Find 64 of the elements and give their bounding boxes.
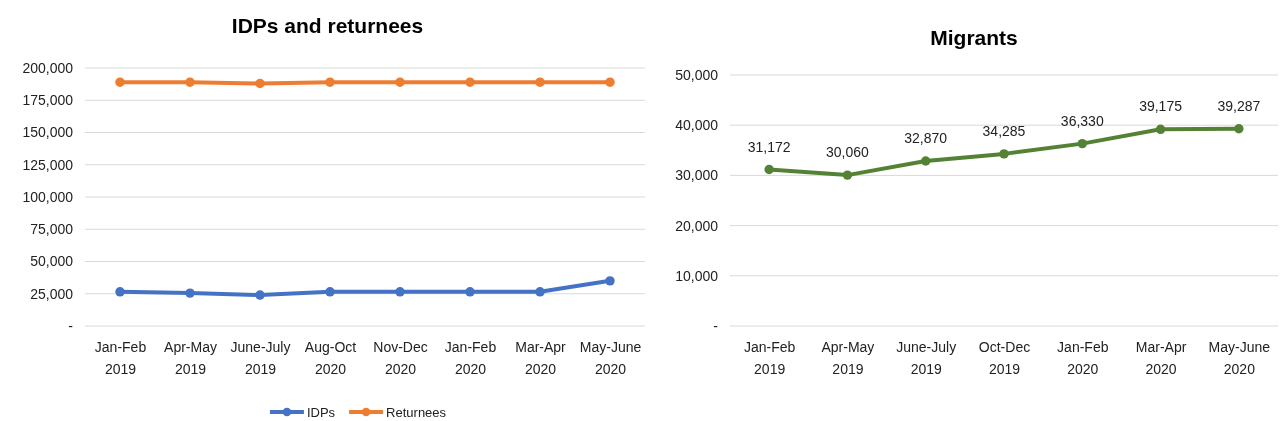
point (465, 287, 475, 297)
y-tick-label: 200,000 (22, 59, 74, 76)
x-tick-label: Apr-May 2019 (164, 339, 217, 377)
y-tick-label: 150,000 (22, 124, 74, 141)
data-label: 34,285 (982, 122, 1026, 139)
x-tick-label: Aug-Oct 2020 (304, 339, 357, 377)
point (1155, 124, 1166, 135)
point (465, 77, 475, 87)
point (395, 287, 405, 297)
point (999, 149, 1009, 159)
x-tick-label: May-June 2020 (579, 339, 642, 377)
point (185, 77, 195, 87)
point (395, 77, 405, 87)
y-tick-label: 10,000 (675, 267, 719, 284)
point (535, 287, 545, 297)
point (842, 170, 853, 180)
x-tick-label: June-July 2019 (896, 339, 957, 377)
point (605, 276, 615, 286)
point (1234, 124, 1244, 134)
legend-label: IDPs (306, 405, 336, 420)
x-tick-label: May-June 2020 (1208, 339, 1271, 377)
x-tick-label: Jan-Feb 2020 (1057, 339, 1109, 377)
chart-title: IDPs and returnees (231, 14, 424, 37)
y-tick-label: - (713, 317, 719, 334)
x-tick-label: Oct-Dec 2019 (978, 339, 1031, 377)
x-tick-label: Nov-Dec 2020 (373, 339, 428, 377)
point (255, 290, 265, 300)
data-label: 39,175 (1139, 98, 1183, 115)
y-tick-label: 50,000 (675, 66, 719, 83)
point (115, 287, 125, 297)
y-tick-label: 40,000 (675, 117, 719, 134)
point (605, 77, 615, 87)
x-tick-label: June-July 2019 (230, 339, 291, 377)
y-tick-label: - (68, 317, 74, 334)
data-label: 32,870 (904, 129, 948, 146)
y-tick-label: 50,000 (30, 253, 74, 270)
x-tick-label: Jan-Feb 2020 (444, 339, 497, 377)
legend-label: Returnees (386, 405, 447, 420)
point (325, 77, 335, 87)
data-label: 39,287 (1217, 97, 1261, 114)
point (325, 287, 335, 297)
data-label: 30,060 (826, 144, 870, 161)
y-tick-label: 75,000 (30, 221, 74, 238)
point (255, 78, 265, 89)
x-tick-label: Apr-May 2019 (821, 339, 875, 377)
point (535, 77, 545, 87)
chart-title: Migrants (930, 26, 1018, 49)
point (115, 77, 125, 87)
y-tick-label: 125,000 (22, 156, 74, 173)
x-tick-label: Jan-Feb 2019 (94, 339, 147, 377)
y-tick-label: 30,000 (675, 167, 719, 184)
point (920, 156, 931, 166)
data-label: 31,172 (747, 138, 791, 155)
y-tick-label: 20,000 (675, 217, 719, 234)
point (764, 164, 774, 175)
x-tick-label: Jan-Feb 2019 (743, 339, 796, 377)
x-tick-label: Mar-Apr 2020 (515, 339, 567, 377)
y-tick-label: 25,000 (30, 285, 74, 302)
y-tick-label: 100,000 (22, 188, 74, 205)
point (185, 288, 195, 298)
y-tick-label: 175,000 (22, 92, 74, 109)
data-label: 36,330 (1060, 112, 1104, 129)
point (1077, 138, 1088, 149)
x-tick-label: Mar-Apr 2020 (1135, 339, 1187, 377)
